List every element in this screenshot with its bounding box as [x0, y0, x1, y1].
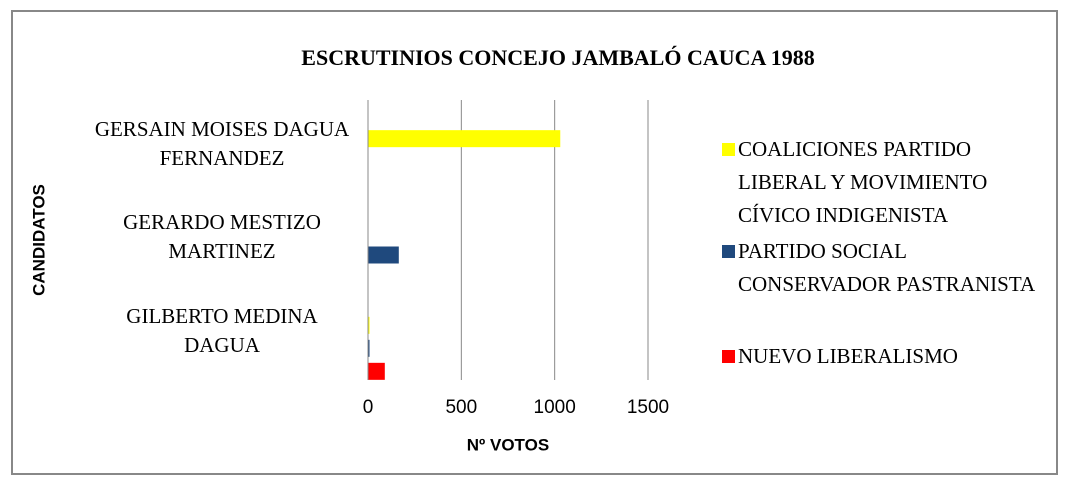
y-axis-label: CANDIDATOS	[29, 184, 48, 296]
x-tick-label: 1000	[534, 397, 576, 418]
y-tick-label: GERARDO MESTIZO MARTINEZ	[123, 210, 321, 264]
y-tick-label: GILBERTO MEDINA DAGUA	[126, 303, 318, 357]
bar	[368, 316, 370, 334]
legend-swatch	[722, 350, 735, 363]
legend-label: COALICIONES PARTIDO LIBERAL Y MOVIMIENTO…	[738, 137, 988, 227]
chart-title: ESCRUTINIOS CONCEJO JAMBALÓ CAUCA 1988	[301, 45, 814, 70]
bar	[368, 246, 399, 264]
x-tick-label: 1500	[627, 397, 669, 418]
bar	[368, 130, 561, 148]
legend-swatch	[722, 245, 735, 258]
legend-label: NUEVO LIBERALISMO	[738, 344, 958, 368]
x-axis-label: Nº VOTOS	[467, 435, 549, 454]
frame	[11, 10, 1058, 475]
x-tick-label: 0	[363, 397, 374, 418]
bar	[368, 339, 370, 357]
y-tick-label: GERSAIN MOISES DAGUA FERNANDEZ	[94, 117, 350, 170]
legend-swatch	[722, 143, 735, 156]
x-tick-label: 500	[445, 397, 477, 418]
bar	[368, 362, 385, 380]
legend-label: PARTIDO SOCIAL CONSERVADOR PASTRANISTA	[738, 239, 1036, 296]
